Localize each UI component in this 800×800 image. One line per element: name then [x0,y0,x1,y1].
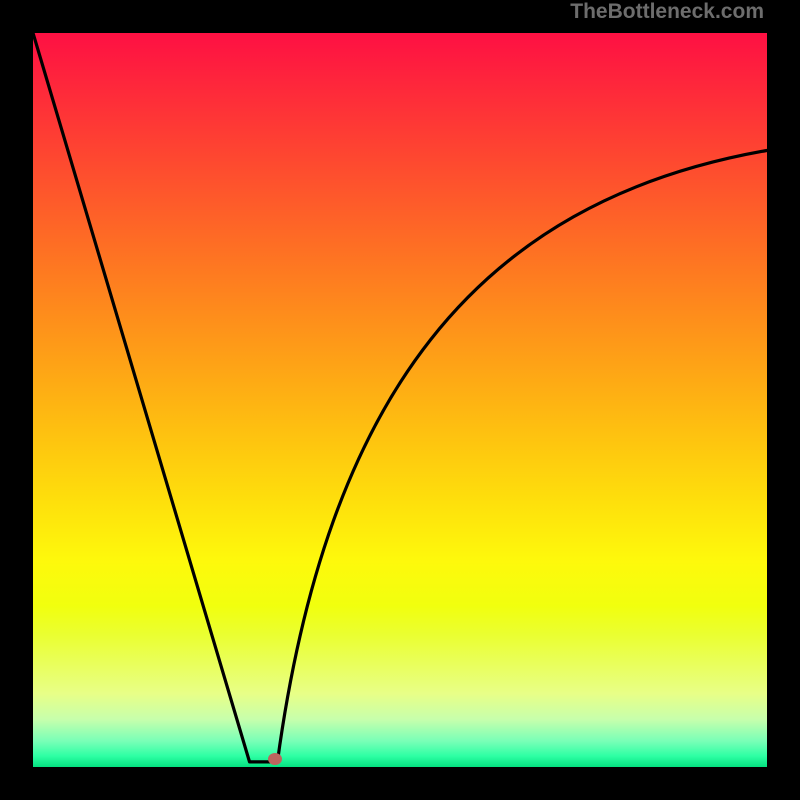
watermark-text: TheBottleneck.com [570,0,764,24]
plot-area [33,33,767,767]
optimum-marker [268,753,282,765]
bottleneck-curve [33,33,767,767]
chart-frame [0,0,800,800]
